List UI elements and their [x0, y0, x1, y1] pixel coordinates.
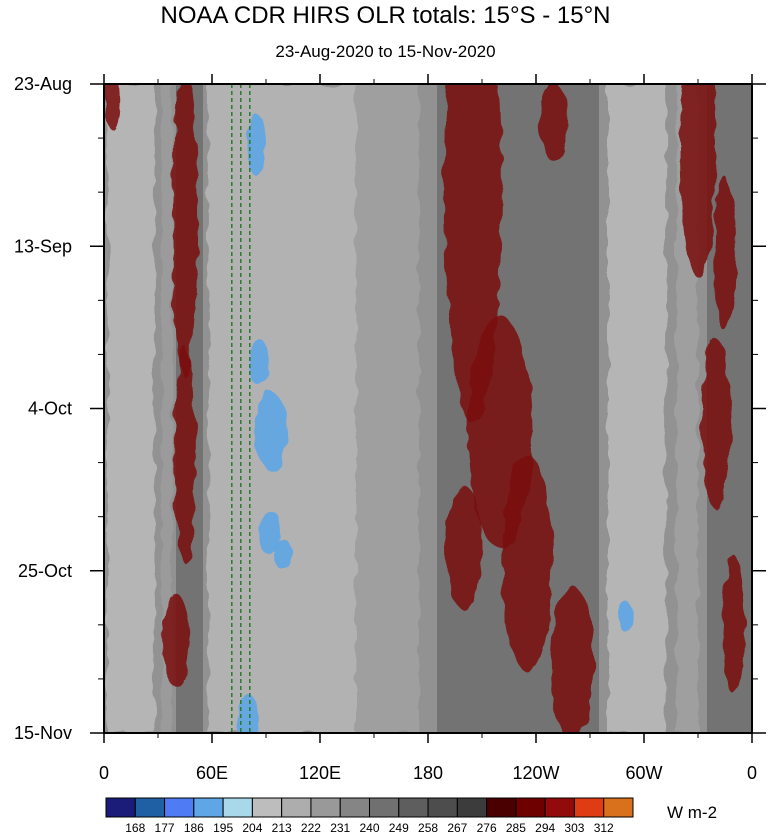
colorbar-swatch — [398, 797, 429, 818]
colorbar-label: 240 — [359, 821, 379, 834]
convective-band — [356, 84, 419, 733]
colorbar-label: 231 — [330, 821, 350, 834]
colorbar-swatch — [515, 797, 546, 818]
convective-band — [608, 84, 666, 733]
low-olr-patch — [618, 601, 634, 633]
x-tick-label: 0 — [747, 763, 757, 783]
colorbar-label: 222 — [301, 821, 321, 834]
colorbar-swatch — [544, 797, 575, 818]
colorbar-label: 168 — [125, 821, 145, 834]
x-tick-label: 120E — [299, 763, 341, 783]
colorbar-swatch — [603, 797, 634, 818]
colorbar-swatch — [456, 797, 488, 818]
plot-area — [104, 84, 752, 733]
colorbar-label: 276 — [477, 821, 497, 834]
axes: 0 60E 120E 180 120W 60W 0 23-Aug 13-Sep 4-Oct 25-O… — [14, 74, 766, 783]
high-olr-patch — [446, 485, 482, 610]
colorbar-swatch — [310, 797, 341, 818]
high-olr-patch — [172, 84, 198, 378]
colorbar-swatch — [164, 797, 195, 818]
high-olr-patch — [680, 84, 716, 278]
colorbar-label: 312 — [594, 821, 614, 834]
y-tick-label: 25-Oct — [18, 561, 72, 581]
colorbar-swatch — [134, 797, 166, 818]
y-tick-label: 23-Aug — [14, 74, 72, 94]
x-tick-label: 180 — [413, 763, 443, 783]
x-tick-label: 60E — [196, 763, 228, 783]
low-olr-patch — [248, 114, 266, 177]
chart-title: NOAA CDR HIRS OLR totals: 15°S - 15°N — [160, 2, 611, 29]
colorbar-swatch — [251, 797, 283, 818]
high-olr-patch — [701, 338, 731, 509]
colorbar-swatch — [339, 797, 371, 818]
y-tick-label: 4-Oct — [28, 399, 72, 419]
low-olr-patch — [255, 393, 288, 471]
high-olr-patch — [501, 454, 553, 672]
x-tick-label: 60W — [625, 763, 662, 783]
colorbar-swatch — [281, 797, 312, 818]
high-olr-patch — [539, 84, 569, 162]
colorbar-label: 249 — [389, 821, 409, 834]
colorbar-swatch — [105, 797, 136, 818]
colorbar-label: 186 — [184, 821, 204, 834]
high-olr-patch — [105, 84, 121, 131]
colorbar-label: 303 — [564, 821, 584, 834]
x-tick-label: 120W — [512, 763, 559, 783]
low-olr-patch — [237, 694, 259, 733]
colorbar-swatch — [222, 797, 253, 818]
colorbar-label: 204 — [242, 821, 262, 834]
low-olr-patch — [258, 508, 281, 556]
colorbar-label: 294 — [535, 821, 555, 834]
low-olr-patch — [247, 338, 270, 386]
colorbar: 168 177 186 195 204 213 222 231 240 249 258 267 276 2… — [105, 797, 634, 834]
colorbar-units: W m-2 — [667, 803, 718, 822]
colorbar-label: 177 — [155, 821, 175, 834]
low-olr-patch — [275, 539, 293, 571]
high-olr-patch — [714, 176, 736, 332]
high-olr-patch — [174, 346, 196, 564]
colorbar-swatch — [573, 797, 605, 818]
chart-subtitle: 23-Aug-2020 to 15-Nov-2020 — [275, 42, 496, 61]
colorbar-swatch — [427, 797, 458, 818]
colorbar-label: 285 — [506, 821, 526, 834]
colorbar-swatch — [486, 797, 517, 818]
y-tick-label: 15-Nov — [14, 723, 72, 743]
x-tick-label: 0 — [99, 763, 109, 783]
convective-band — [107, 84, 155, 733]
convective-band — [161, 84, 173, 733]
colorbar-label: 267 — [447, 821, 467, 834]
high-olr-patch — [723, 555, 745, 695]
y-tick-label: 13-Sep — [14, 236, 72, 256]
colorbar-label: 258 — [418, 821, 438, 834]
colorbar-swatch — [193, 797, 224, 818]
colorbar-swatch — [369, 797, 400, 818]
high-olr-patch — [161, 593, 191, 687]
high-olr-patch — [550, 586, 594, 733]
colorbar-label: 195 — [213, 821, 233, 834]
colorbar-label: 213 — [272, 821, 292, 834]
